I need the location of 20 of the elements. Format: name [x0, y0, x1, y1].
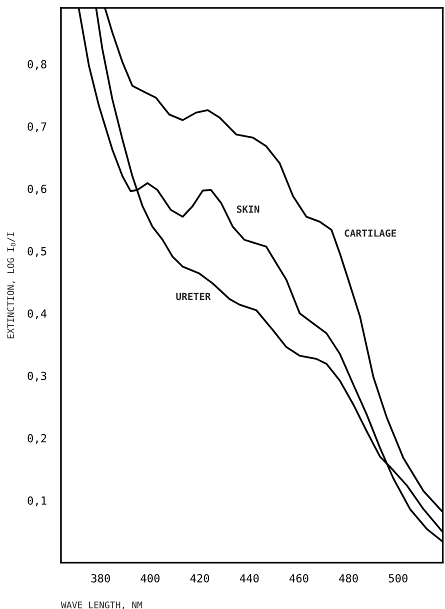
annotation: SKIN	[236, 206, 260, 213]
x-tick-label: 400	[140, 574, 160, 582]
annotation: URETER	[176, 292, 211, 300]
x-tick-label: 460	[289, 574, 308, 582]
y-tick-label: 0,8	[28, 60, 46, 70]
y-tick-label: 0,7	[28, 122, 46, 132]
y-tick-label: 0,1	[28, 496, 46, 506]
y-tick-label: 0,4	[28, 309, 47, 320]
annotation: CARTILAGE	[344, 229, 396, 237]
y-tick-label: 0,6	[28, 184, 46, 194]
x-tick-label: 380	[91, 574, 110, 582]
x-axis-title: WAVE LENGTH, NM	[60, 602, 142, 609]
y-tick-label: 0,3	[28, 372, 46, 382]
x-tick-label: 440	[240, 574, 259, 582]
x-tick-label: 420	[190, 574, 210, 582]
x-tick-label: 480	[339, 574, 358, 582]
y-tick-label: 0,5	[28, 247, 46, 257]
y-tick-label: 0,2	[28, 434, 46, 444]
y-axis-title: EXTINCTION, LOG I$_{0}$/I	[7, 232, 16, 338]
x-tick-label: 500	[388, 574, 408, 582]
